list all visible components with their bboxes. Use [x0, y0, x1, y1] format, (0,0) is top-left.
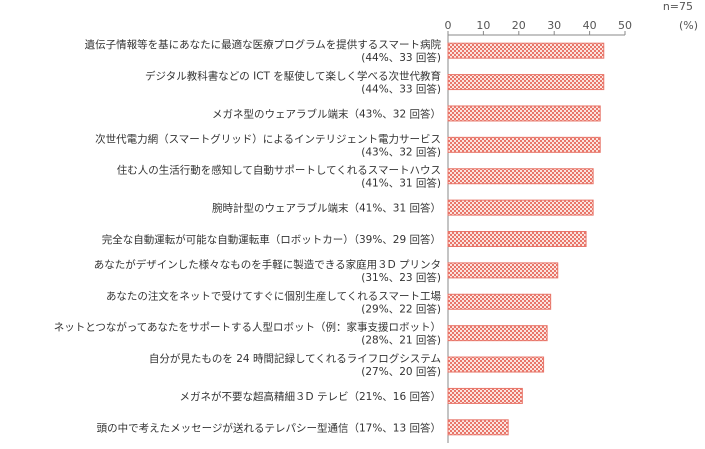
sample-size-note: n=75: [663, 0, 693, 13]
bar: [447, 42, 605, 59]
category-label: (27%、20 回答): [361, 365, 441, 378]
bar: [447, 356, 545, 373]
category-label: (43%、32 回答): [361, 145, 441, 158]
bar: [447, 74, 605, 91]
bar: [447, 325, 548, 342]
unit-label: (%): [679, 19, 698, 32]
bar: [447, 136, 601, 153]
category-label: ネットとつながってあなたをサポートする人型ロボット（例：家事支援ロボット）: [54, 321, 441, 334]
category-label: 住む人の生活行動を感知して自動サポートしてくれるスマートハウス: [117, 164, 441, 177]
x-tick-label: 0: [445, 19, 452, 32]
category-label: 自分が見たものを 24 時間記録してくれるライフログシステム: [149, 352, 441, 365]
category-label: あなたの注文をネットで受けてすぐに個別生産してくれるスマート工場: [106, 289, 442, 302]
x-tick-label: 20: [512, 19, 526, 32]
category-label: メガネ型のウェアラブル端末（43%、32 回答）: [212, 107, 441, 120]
bar: [447, 168, 594, 185]
category-label: 頭の中で考えたメッセージが送れるテレパシー型通信（17%、13 回答）: [97, 421, 441, 434]
category-label: (41%、31 回答): [361, 177, 441, 190]
category-label: デジタル教科書などの ICT を駆使して楽しく学べる次世代教育: [145, 70, 441, 83]
category-label: 腕時計型のウェアラブル端末（41%、31 回答）: [212, 202, 441, 215]
x-tick-label: 50: [618, 19, 632, 32]
category-label: あなたがデザインした様々なものを手軽に製造できる家庭用３D プリンタ: [94, 258, 441, 271]
category-label: (28%、21 回答): [361, 334, 441, 347]
category-label: 遺伝子情報等を基にあなたに最適な医療プログラムを提供するスマート病院: [85, 38, 442, 51]
bar: [447, 293, 552, 310]
bar: [447, 231, 587, 247]
bar: [447, 262, 559, 279]
x-tick-label: 40: [583, 19, 597, 32]
category-label: (31%、23 回答): [361, 271, 441, 284]
bar: [447, 199, 594, 216]
bar: [447, 105, 601, 122]
category-label: メガネが不要な超高精細３D テレビ（21%、16 回答）: [180, 390, 441, 403]
bar: [447, 387, 523, 404]
bar: [447, 419, 509, 436]
category-label: 完全な自動運転が可能な自動運転車（ロボットカー）（39%、29 回答）: [102, 233, 441, 246]
category-label: (44%、33 回答): [361, 83, 441, 96]
x-tick-label: 30: [547, 19, 561, 32]
x-tick-label: 10: [476, 19, 490, 32]
category-label: (44%、33 回答): [361, 51, 441, 64]
category-label: (29%、22 回答): [361, 302, 441, 315]
category-label: 次世代電力網（スマートグリッド）によるインテリジェント電力サービス: [95, 132, 441, 145]
